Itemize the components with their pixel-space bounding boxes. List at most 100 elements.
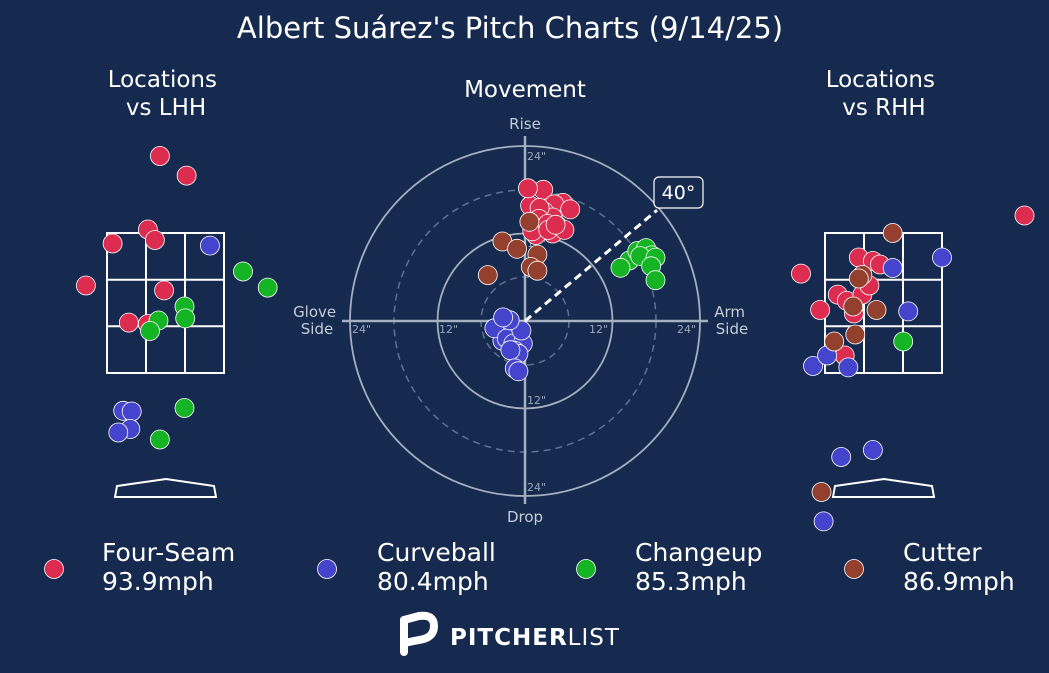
rhh-cutter-point-8 (811, 482, 832, 502)
rhh-cutter-point-3 (848, 268, 869, 289)
ring-label-right-12: 12" (589, 323, 608, 336)
brand-pitcher: PITCHER (450, 625, 568, 651)
legend-marker-cutter (844, 559, 864, 579)
movement-curveball-point-13 (493, 307, 514, 328)
lhh-four-seam-point-6 (76, 275, 96, 296)
glove-side-line-2: Side (301, 320, 333, 338)
rhh-curveball-point-7 (831, 447, 852, 467)
movement-points (477, 178, 666, 382)
glove-side-line-1: Glove (293, 303, 336, 321)
legend-item-four-seam: Four-Seam 93.9mph (44, 538, 235, 596)
movement-curveball-point-11 (508, 361, 529, 382)
lhh-changeup-point-7 (174, 398, 195, 418)
lhh-four-seam-point-8 (118, 312, 139, 333)
lhh-location-panel (76, 146, 278, 498)
ring-label-bottom-24: 24" (527, 481, 546, 494)
legend-name-four-seam: Four-Seam (102, 538, 235, 567)
arm-side-line-2: Side (716, 320, 748, 338)
movement-cutter-point-3 (507, 238, 527, 259)
lhh-changeup-point-8 (149, 429, 170, 450)
lhh-four-seam-point-4 (144, 230, 165, 250)
lhh-four-seam-point-5 (102, 233, 123, 254)
rhh-cutter-point-7 (824, 331, 845, 352)
lhh-title-line-2: vs LHH (126, 95, 206, 121)
rhh-points (791, 205, 1035, 532)
movement-panel: 24" 12" 12" 24" 24" 12" 12" 24" Rise Dro… (293, 115, 750, 526)
brand-wordmark: PITCHERLIST (450, 625, 620, 651)
lhh-four-seam-point-7 (154, 280, 175, 301)
legend-name-changeup: Changeup (635, 538, 762, 567)
legend-name-cutter: Cutter (903, 538, 982, 567)
rhh-curveball-point-9 (813, 511, 834, 532)
legend-item-cutter: Cutter 86.9mph (844, 538, 1015, 596)
movement-four-seam-point-8 (560, 199, 581, 220)
axis-label-arm-side: Arm Side (714, 303, 750, 338)
arm-angle-badge: 40° (653, 176, 704, 209)
ring-label-left-12: 12" (439, 323, 458, 336)
rhh-changeup-point-1 (893, 331, 914, 352)
ring-label-left-24: 24" (352, 323, 371, 336)
lhh-home-plate-icon (113, 477, 218, 498)
brand-list: LIST (568, 625, 620, 651)
movement-cutter-point-1 (519, 211, 540, 232)
pitcherlist-logo: PITCHERLIST (400, 611, 620, 656)
rhh-four-seam-point-1 (1014, 205, 1035, 226)
rhh-curveball-point-5 (803, 356, 823, 376)
rhh-cutter-point-5 (866, 300, 887, 320)
rhh-cutter-point-4 (843, 296, 864, 317)
arm-side-line-1: Arm (714, 303, 745, 321)
rhh-curveball-point-4 (838, 357, 859, 378)
ring-label-top-24: 24" (527, 150, 546, 163)
rhh-curveball-point-3 (898, 301, 919, 322)
ring-label-right-24: 24" (677, 323, 696, 336)
legend-speed-four-seam: 93.9mph (102, 567, 214, 596)
lhh-panel-title: Locations vs LHH (108, 67, 225, 121)
chart-title: Albert Suárez's Pitch Charts (9/14/25) (237, 11, 783, 45)
movement-curveball-point-9 (500, 340, 521, 361)
rhh-curveball-point-2 (932, 247, 952, 268)
rhh-curveball-point-8 (863, 440, 883, 460)
rhh-home-plate-icon (831, 477, 936, 498)
rhh-title-line-2: vs RHH (842, 95, 925, 121)
rhh-cutter-point-1 (882, 223, 903, 243)
legend: Four-Seam 93.9mph Curveball 80.4mph Chan… (44, 538, 1015, 596)
legend-marker-curveball (317, 559, 337, 579)
arm-angle-line (524, 209, 658, 323)
legend-speed-cutter: 86.9mph (903, 567, 1015, 596)
rhh-panel-title: Locations vs RHH (826, 67, 943, 121)
legend-speed-curveball: 80.4mph (377, 567, 489, 596)
movement-changeup-point-9 (645, 270, 666, 291)
lhh-curveball-point-3 (121, 401, 142, 422)
legend-marker-four-seam (44, 559, 64, 579)
movement-panel-title: Movement (464, 77, 586, 103)
lhh-changeup-point-6 (140, 321, 160, 341)
ring-label-bottom-12: 12" (527, 394, 546, 407)
legend-name-curveball: Curveball (377, 538, 496, 567)
axis-label-drop: Drop (507, 508, 543, 526)
lhh-four-seam-point-2 (176, 165, 197, 186)
movement-changeup-point-8 (610, 257, 631, 278)
lhh-curveball-point-5 (108, 422, 129, 443)
lhh-points (76, 146, 278, 450)
axis-label-glove-side: Glove Side (293, 303, 341, 338)
legend-marker-changeup (576, 559, 596, 579)
legend-speed-changeup: 85.3mph (635, 567, 747, 596)
legend-item-changeup: Changeup 85.3mph (576, 538, 762, 596)
axis-label-rise: Rise (509, 115, 541, 133)
movement-cutter-point-6 (527, 260, 548, 281)
movement-cutter-point-7 (477, 265, 498, 286)
movement-four-seam-point-13 (518, 178, 538, 199)
rhh-curveball-point-1 (882, 258, 903, 278)
lhh-changeup-point-1 (233, 261, 253, 282)
movement-four-seam-point-19 (545, 214, 566, 235)
lhh-four-seam-point-1 (149, 146, 170, 166)
rhh-location-panel (791, 205, 1035, 532)
rhh-cutter-point-6 (845, 324, 866, 345)
rhh-title-line-1: Locations (826, 67, 935, 93)
lhh-title-line-1: Locations (108, 67, 217, 93)
rhh-four-seam-point-3 (791, 263, 811, 284)
lhh-changeup-point-2 (257, 277, 278, 298)
legend-item-curveball: Curveball 80.4mph (317, 538, 496, 596)
lhh-curveball-point-1 (199, 235, 220, 256)
